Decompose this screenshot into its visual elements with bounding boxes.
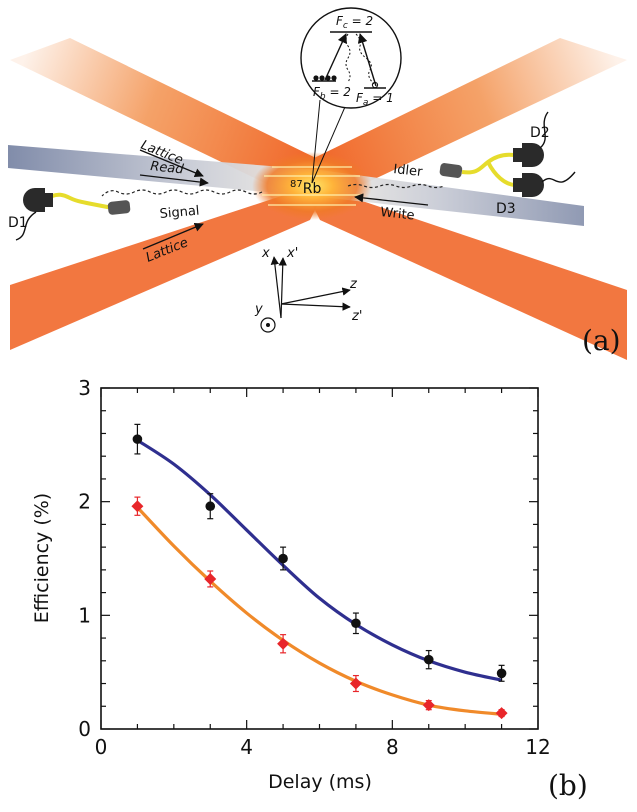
fiber-coupler-d2d3 bbox=[439, 163, 463, 178]
detector-d2 bbox=[513, 111, 549, 167]
axis-y-dot bbox=[266, 323, 270, 327]
level-fc-label: Fc = 2 bbox=[336, 14, 373, 31]
lattice-beam-lower-left bbox=[10, 180, 330, 350]
signal-photon-path bbox=[101, 189, 263, 197]
axis-z-label: z bbox=[349, 277, 358, 292]
lattice-beam-upper-left bbox=[10, 38, 320, 200]
fiber-coupler-d1 bbox=[107, 200, 131, 215]
label-read: Read bbox=[150, 159, 185, 177]
y-tick-label: 1 bbox=[78, 603, 91, 627]
arrow-read bbox=[139, 174, 209, 187]
data-points bbox=[131, 423, 508, 720]
detector-d2-label: D2 bbox=[530, 125, 550, 141]
y-axis-title: Efficiency (%) bbox=[31, 493, 53, 623]
marker-circle bbox=[132, 434, 143, 444]
axis-z-prime-label: z' bbox=[351, 309, 362, 324]
detector-d1 bbox=[15, 188, 53, 241]
y-tick-label: 2 bbox=[78, 490, 91, 514]
x-tick-label: 8 bbox=[386, 735, 399, 759]
arrow-lattice-top bbox=[139, 149, 204, 178]
level-fa-label: Fa = 1 bbox=[356, 91, 394, 108]
x-tick-label: 12 bbox=[525, 735, 550, 759]
panel-b-label: (b) bbox=[548, 769, 588, 802]
atom-cloud bbox=[252, 152, 372, 220]
data-point-s1 bbox=[278, 546, 288, 571]
x-tick-label: 4 bbox=[240, 735, 253, 759]
transition-signal-down bbox=[355, 33, 375, 85]
panel-a-label: (a) bbox=[582, 324, 621, 357]
transition-idler-down bbox=[345, 33, 351, 83]
label-signal: Signal bbox=[159, 204, 200, 222]
marker-circle bbox=[423, 654, 434, 665]
marker-diamond bbox=[131, 500, 144, 513]
coordinate-axes bbox=[260, 256, 351, 333]
data-point-s2 bbox=[204, 570, 217, 588]
data-point-s2 bbox=[495, 707, 508, 720]
data-point-s2 bbox=[131, 496, 144, 516]
data-point-s1 bbox=[205, 493, 216, 520]
data-point-s1 bbox=[423, 649, 434, 670]
y-tick-label: 0 bbox=[78, 717, 91, 741]
x-axis-title: Delay (ms) bbox=[268, 771, 372, 793]
marker-circle bbox=[205, 501, 216, 512]
data-point-s2 bbox=[277, 634, 290, 654]
panel-a-diagram: 87Rb Lattice Read Signal Lattice Idler W… bbox=[8, 7, 627, 360]
label-idler: Idler bbox=[393, 162, 424, 180]
plot-frame bbox=[100, 387, 539, 730]
lattice-beam-lower-right bbox=[300, 180, 627, 360]
detector-d1-label: D1 bbox=[8, 215, 28, 231]
fit-curve-1 bbox=[136, 438, 502, 682]
marker-circle bbox=[496, 668, 507, 679]
detector-d3-label: D3 bbox=[496, 201, 516, 217]
marker-circle bbox=[278, 553, 288, 564]
marker-diamond bbox=[495, 707, 508, 720]
marker-circle bbox=[351, 618, 361, 629]
data-point-s1 bbox=[132, 423, 143, 455]
arrow-lattice-bottom bbox=[142, 222, 204, 250]
fiber-d1 bbox=[51, 192, 113, 210]
fiber-d2d3 bbox=[461, 152, 515, 187]
transition-write-up bbox=[324, 33, 347, 81]
marker-diamond bbox=[422, 699, 435, 712]
inset-leader-left bbox=[311, 99, 321, 184]
axis-y-label: y bbox=[254, 302, 263, 317]
level-fb-label: Fb = 2 bbox=[313, 85, 351, 102]
data-point-s2 bbox=[349, 674, 362, 693]
label-write: Write bbox=[380, 205, 416, 224]
y-tick-label: 3 bbox=[78, 376, 91, 400]
arrow-write bbox=[354, 193, 429, 206]
axis-x-prime-label: x' bbox=[286, 246, 298, 261]
data-point-s2 bbox=[422, 699, 435, 712]
x-tick-label: 0 bbox=[95, 735, 108, 759]
transition-read-up bbox=[357, 33, 377, 87]
fit-curves bbox=[136, 438, 502, 716]
inset-leader-right bbox=[311, 99, 349, 184]
lattice-fringes bbox=[262, 166, 362, 206]
detector-d3 bbox=[513, 171, 576, 197]
lattice-beam-upper-right bbox=[310, 38, 627, 200]
data-point-s1 bbox=[351, 612, 361, 635]
atom-label: 87Rb bbox=[290, 179, 321, 197]
axis-x-label: x bbox=[261, 246, 270, 261]
marker-diamond bbox=[349, 677, 362, 690]
fit-curve-2 bbox=[136, 506, 502, 716]
data-point-s1 bbox=[496, 664, 507, 682]
marker-diamond bbox=[277, 637, 290, 650]
marker-diamond bbox=[204, 572, 217, 585]
